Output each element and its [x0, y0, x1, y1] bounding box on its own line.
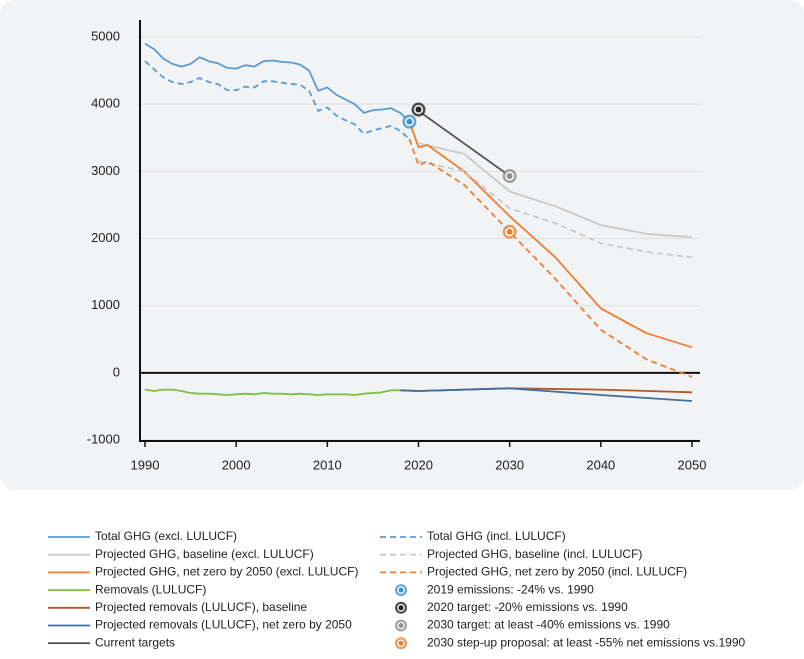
marker-dot [406, 118, 413, 125]
x-tick-label: 2030 [495, 457, 524, 472]
marker-dot [398, 640, 404, 646]
marker-dot [415, 106, 422, 113]
y-tick-label: 4000 [91, 96, 120, 111]
legend-label: Projected GHG, net zero by 2050 (incl. L… [427, 565, 687, 579]
plot-background [0, 0, 804, 490]
series-line [144, 60, 410, 140]
x-tick-label: 2040 [586, 457, 615, 472]
y-tick-label: 3000 [91, 163, 120, 178]
series-line [144, 388, 401, 396]
legend-label: Projected GHG, baseline (incl. LULUCF) [427, 547, 642, 561]
marker-dot [398, 587, 404, 593]
series-line [408, 138, 693, 378]
marker-dot [398, 623, 404, 628]
legend-marker [395, 584, 407, 597]
legend-label: 2030 step-up proposal: at least -55% net… [427, 635, 746, 649]
legend-marker [395, 619, 407, 632]
legend-label: Projected removals (LULUCF), baseline [95, 600, 307, 614]
marker-dot [506, 173, 513, 180]
legend-label: Total GHG (incl. LULUCF) [427, 529, 566, 543]
target-marker [411, 102, 426, 117]
x-tick-label: 2010 [313, 457, 342, 472]
legend-marker [395, 601, 407, 614]
x-tick-label: 2050 [678, 457, 707, 472]
legend-label: Projected removals (LULUCF), net zero by… [95, 618, 352, 632]
x-tick-label: 1990 [131, 457, 160, 472]
legend-label: Projected GHG, net zero by 2050 (excl. L… [95, 565, 358, 579]
legend-label: 2030 target: at least -40% emissions vs.… [427, 618, 670, 632]
series-line [418, 160, 693, 259]
series-line [418, 142, 693, 239]
target-marker [502, 169, 517, 184]
legend-label: Total GHG (excl. LULUCF) [95, 529, 237, 543]
legend-label: Removals (LULUCF) [95, 582, 206, 596]
target-marker [502, 224, 517, 239]
legend-label: Current targets [95, 635, 175, 649]
x-tick-label: 2020 [404, 457, 433, 472]
legend-label: Projected GHG, baseline (excl. LULUCF) [95, 547, 314, 561]
series-line [408, 121, 693, 349]
marker-dot [398, 605, 404, 611]
series-line [144, 42, 411, 123]
y-tick-label: 1000 [91, 297, 120, 312]
y-tick-label: -1000 [87, 431, 120, 446]
legend-marker [395, 637, 407, 650]
y-tick-label: 2000 [91, 230, 120, 245]
marker-dot [506, 228, 513, 235]
series-line [400, 387, 693, 402]
x-tick-label: 2000 [222, 457, 251, 472]
y-tick-label: 0 [113, 364, 120, 379]
series-line [417, 110, 511, 177]
target-marker [402, 114, 417, 129]
y-tick-label: 5000 [91, 28, 120, 43]
legend-label: 2020 target: -20% emissions vs. 1990 [427, 600, 628, 614]
legend-label: 2019 emissions: -24% vs. 1990 [427, 582, 594, 596]
